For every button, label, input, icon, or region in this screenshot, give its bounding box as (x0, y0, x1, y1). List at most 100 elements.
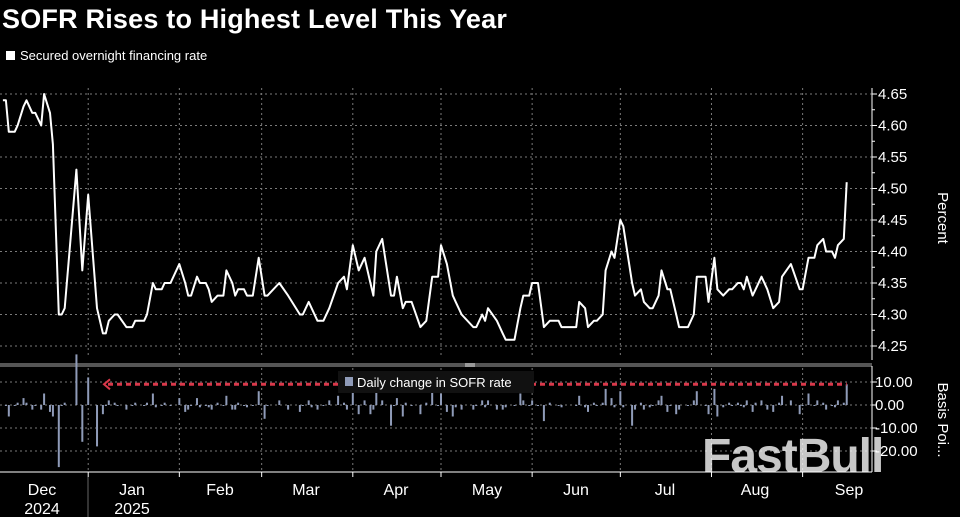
change-bar (225, 395, 228, 405)
change-bar (722, 405, 725, 408)
change-bar (75, 354, 78, 405)
change-bar (96, 405, 99, 447)
change-bar (187, 405, 190, 410)
change-bar (251, 405, 254, 406)
change-bar (816, 400, 819, 405)
change-bar (813, 405, 816, 406)
change-bar (43, 393, 46, 405)
change-bar (651, 405, 654, 406)
change-bar (160, 405, 163, 406)
change-bar (322, 405, 325, 406)
change-bar (243, 405, 246, 406)
change-bar (622, 405, 625, 408)
x-tick-label: Jun (563, 482, 589, 499)
change-bar (666, 405, 669, 412)
change-bar (81, 405, 84, 442)
change-bar (419, 405, 422, 415)
change-bar (60, 405, 63, 406)
change-bar (107, 400, 110, 405)
change-bar (766, 405, 769, 410)
change-bar (716, 405, 719, 417)
change-bar (531, 400, 534, 405)
change-bar (372, 405, 375, 410)
change-bar (460, 405, 463, 410)
change-bar (731, 405, 734, 406)
change-bar (648, 405, 651, 408)
change-bar (146, 402, 148, 405)
x-tick-label: Dec (28, 482, 56, 499)
change-bar (40, 405, 43, 410)
change-bar (513, 405, 516, 406)
change-bar (501, 405, 504, 410)
change-bar (745, 400, 748, 405)
change-bar (357, 405, 360, 415)
x-year-label: 2024 (24, 501, 60, 517)
change-bar (504, 405, 507, 408)
y-tick-label: 4.25 (878, 338, 907, 355)
change-bar (34, 405, 37, 406)
change-bar (707, 405, 710, 415)
change-bar (595, 405, 598, 406)
x-tick-label: Apr (384, 482, 410, 499)
change-bar (51, 405, 54, 417)
change-bar (169, 405, 172, 406)
change-bar (751, 405, 754, 412)
change-bar (560, 405, 563, 408)
change-bar (842, 402, 845, 405)
change-bar (154, 405, 157, 408)
change-bar (7, 405, 10, 417)
chart-title: SOFR Rises to Highest Level This Year (2, 4, 508, 34)
change-bar (257, 391, 260, 405)
y-tick-label: 4.60 (878, 118, 907, 135)
change-bar (381, 400, 384, 405)
change-bar (631, 405, 634, 426)
change-bar (207, 405, 210, 408)
change-bar (754, 402, 757, 405)
change-bar (184, 405, 187, 412)
change-bar (369, 405, 372, 415)
change-bar (310, 405, 313, 408)
y-axis-label-percent: Percent (934, 192, 951, 245)
change-bar (395, 398, 398, 405)
change-bar (204, 405, 207, 406)
y-tick-label: -10.00 (875, 420, 918, 437)
change-bar (104, 405, 107, 406)
y-tick-label: 4.55 (878, 149, 907, 166)
change-bar (22, 398, 25, 405)
change-bar (63, 402, 66, 405)
change-bar (575, 405, 578, 406)
change-bar (13, 405, 16, 406)
change-bar (440, 393, 442, 405)
change-bar (278, 400, 281, 405)
change-bar (222, 405, 225, 406)
x-tick-label: Aug (741, 482, 769, 499)
change-bar (475, 405, 478, 406)
lower-legend-background (338, 371, 534, 393)
change-bar (528, 405, 531, 406)
y-tick-label: 4.65 (878, 86, 907, 103)
change-bar (801, 405, 804, 406)
y-tick-label: 0.00 (875, 397, 904, 414)
change-bar (345, 405, 348, 410)
change-bar (307, 400, 310, 405)
y-tick-label: 4.40 (878, 244, 907, 261)
change-bar (131, 405, 134, 406)
change-bar (542, 405, 545, 422)
change-bar (728, 402, 731, 405)
change-bar (669, 405, 672, 406)
change-bar (807, 393, 810, 405)
change-bar (451, 405, 454, 417)
change-bar (16, 402, 19, 405)
y-tick-label: 4.35 (878, 275, 907, 292)
change-bar (675, 405, 678, 415)
change-bar (342, 402, 345, 405)
legend-swatch (6, 51, 15, 60)
change-bar (739, 405, 742, 406)
change-bar (519, 393, 522, 405)
change-bar (237, 402, 240, 405)
change-bar (592, 402, 595, 405)
change-bar (431, 388, 434, 405)
change-bar (639, 402, 642, 405)
change-bar (587, 405, 589, 412)
